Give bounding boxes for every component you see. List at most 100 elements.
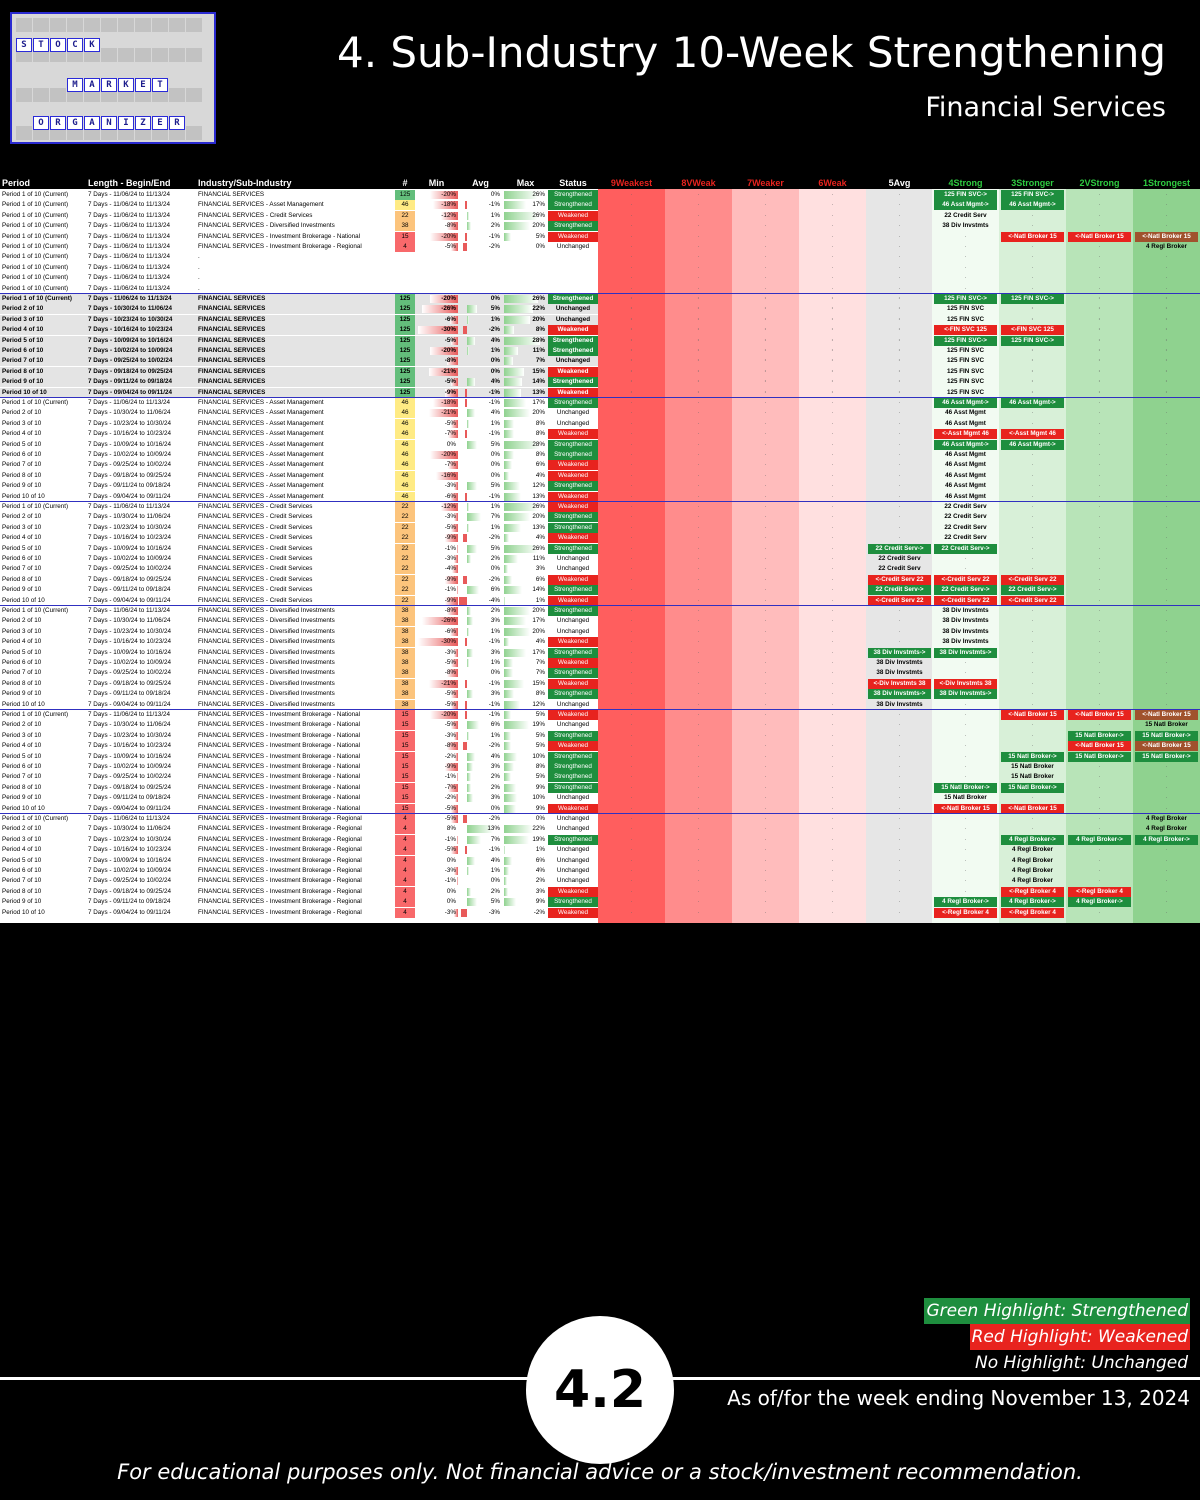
cell-min: 0% [415,887,458,897]
data-bar [441,211,458,220]
cell-length: 7 Days - 09/25/24 to 10/02/24 [88,565,171,573]
rank-empty: · [630,565,633,573]
rank-empty: · [1098,430,1101,438]
rank-empty: · [831,544,834,552]
rank-empty: · [764,835,767,843]
cell-count: 15 [395,741,415,752]
cell-industry: FINANCIAL SERVICES - Diversified Investm… [198,679,335,687]
data-bar [445,596,458,605]
cell-max: 26% [504,190,547,200]
rank-empty: · [764,731,767,739]
table-row: Period 6 of 10 7 Days - 10/02/24 to 10/09… [0,554,1200,564]
data-bar [467,315,469,324]
cell-status: Strengthened [548,585,598,596]
rank-empty: · [1098,763,1101,770]
cell-status: Strengthened [548,398,598,408]
rank-empty: · [898,482,901,490]
rank-empty: · [630,492,633,500]
data-bar [504,575,512,584]
cell-industry: FINANCIAL SERVICES - Credit Services [198,555,313,562]
rank-empty: · [764,409,767,417]
rank-empty: · [1031,523,1034,531]
cell-max-value: 20% [532,315,545,323]
data-bar [430,191,458,199]
rank-empty: · [1031,357,1034,365]
rank-empty: · [630,638,633,646]
rank-empty: · [1165,284,1168,292]
table-row: Period 2 of 10 7 Days - 10/30/24 to 11/06… [0,824,1200,835]
cell-industry: FINANCIAL SERVICES - Diversified Investm… [198,607,335,614]
rank-empty: · [764,596,767,604]
cell-avg-value: 0% [490,877,500,885]
table-row: Period 1 of 10 (Current) 7 Days - 11/06/2… [0,814,1200,824]
rank-empty: · [697,700,700,708]
rank-empty: · [1098,482,1101,490]
rank-label: 46 Asst Mgmt-> [1001,200,1064,211]
cell-min-value: 0% [446,856,456,864]
rank-empty: · [831,315,834,323]
data-bar [430,232,458,241]
cell-period: Period 4 of 10 [2,638,42,646]
data-bar [456,773,458,782]
rank-empty: · [1165,263,1168,271]
cell-period: Period 5 of 10 [2,752,42,760]
rank-empty: · [831,690,834,698]
cell-avg: 1% [459,627,502,637]
cell-status: Weakened [548,533,598,544]
table-row: Period 10 of 10 7 Days - 09/04/24 to 09/1… [0,803,1200,814]
rank-empty: · [1098,440,1101,448]
cell-avg-value: -1% [488,201,500,209]
cell-period: Period 4 of 10 [2,742,42,750]
cell-avg-value: -4% [488,596,500,604]
cell-avg: -2% [459,575,502,585]
data-bar [453,731,458,740]
cell-period: Period 8 of 10 [2,679,42,687]
cell-avg: -1% [459,492,502,502]
rank-empty: · [697,887,700,895]
rank-empty: · [898,773,901,781]
logo-tile [186,126,202,140]
cell-avg-value: 5% [490,305,500,313]
rank-empty: · [1165,201,1168,209]
data-bar [467,482,477,491]
rank-empty: · [630,263,633,271]
data-bar [504,482,520,491]
cell-period: Period 7 of 10 [2,357,44,365]
data-bar [504,565,508,574]
cell-count [395,252,415,262]
rank-empty: · [1098,877,1101,885]
data-bar [504,659,514,667]
row-highlight [0,366,598,377]
cell-avg: 0% [459,876,502,886]
cell-length: 7 Days - 10/09/24 to 10/16/24 [88,440,171,448]
data-bar [428,679,458,688]
cell-min: -5% [415,804,458,814]
data-bar [453,648,458,657]
cell-count: 15 [395,762,415,772]
data-bar [456,877,458,886]
cell-avg-value: 2% [490,555,500,562]
table-row: Period 4 of 10 7 Days - 10/16/24 to 10/23… [0,429,1200,440]
cell-avg-value: 0% [490,804,500,812]
cell-avg: 1% [459,315,502,325]
rank-empty: · [630,367,633,375]
cell-min-value: -1% [444,586,456,594]
cell-min-value: -20% [441,451,456,458]
rank-empty: · [697,534,700,542]
rank-empty: · [697,638,700,646]
cell-industry: FINANCIAL SERVICES - Diversified Investm… [198,222,335,230]
data-bar [467,409,475,418]
cell-status: Weakened [548,460,598,471]
cell-count: 46 [395,460,415,471]
rank-empty: · [898,513,901,521]
rank-empty: · [898,867,901,874]
cell-max-value: -2% [533,908,545,916]
cell-status: Strengthened [548,221,598,232]
logo-tile [16,18,32,32]
cell-status: Strengthened [548,335,598,346]
cell-avg-value: 1% [490,523,500,531]
data-bar [456,586,458,595]
rank-empty: · [1165,544,1168,552]
rank-empty: · [1165,388,1168,396]
rank-empty: · [764,555,767,562]
